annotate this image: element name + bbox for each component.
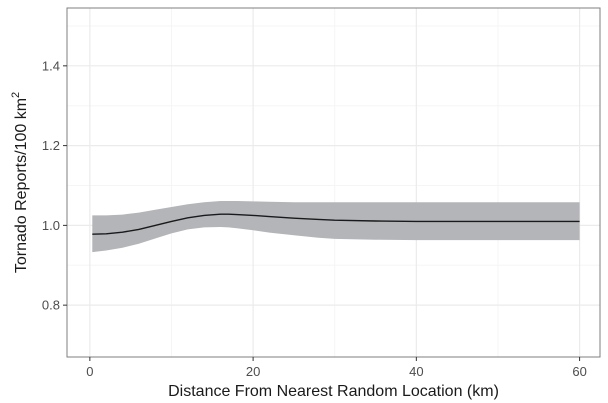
x-axis-title: Distance From Nearest Random Location (k… bbox=[168, 383, 499, 400]
y-axis-title-superscript: 2 bbox=[10, 92, 22, 98]
y-tick-label: 1.4 bbox=[42, 58, 60, 73]
y-axis-ticks: 0.8 1.0 1.2 1.4 bbox=[42, 58, 67, 313]
y-axis-title: Tornado Reports/100 km2 bbox=[10, 92, 30, 273]
grid-major bbox=[67, 8, 600, 357]
x-tick-label: 40 bbox=[409, 364, 423, 379]
x-axis-ticks: 0 20 40 60 bbox=[86, 357, 587, 379]
panel-border bbox=[66, 7, 601, 358]
y-axis-title-main: Tornado Reports/100 km bbox=[13, 98, 30, 273]
x-tick-label: 60 bbox=[572, 364, 586, 379]
x-tick-label: 0 bbox=[86, 364, 93, 379]
x-tick-label: 20 bbox=[246, 364, 260, 379]
fit-line bbox=[92, 213, 580, 235]
y-tick-label: 1.0 bbox=[42, 218, 60, 233]
y-tick-label: 0.8 bbox=[42, 298, 60, 313]
confidence-band bbox=[92, 201, 580, 253]
y-tick-label: 1.2 bbox=[42, 138, 60, 153]
